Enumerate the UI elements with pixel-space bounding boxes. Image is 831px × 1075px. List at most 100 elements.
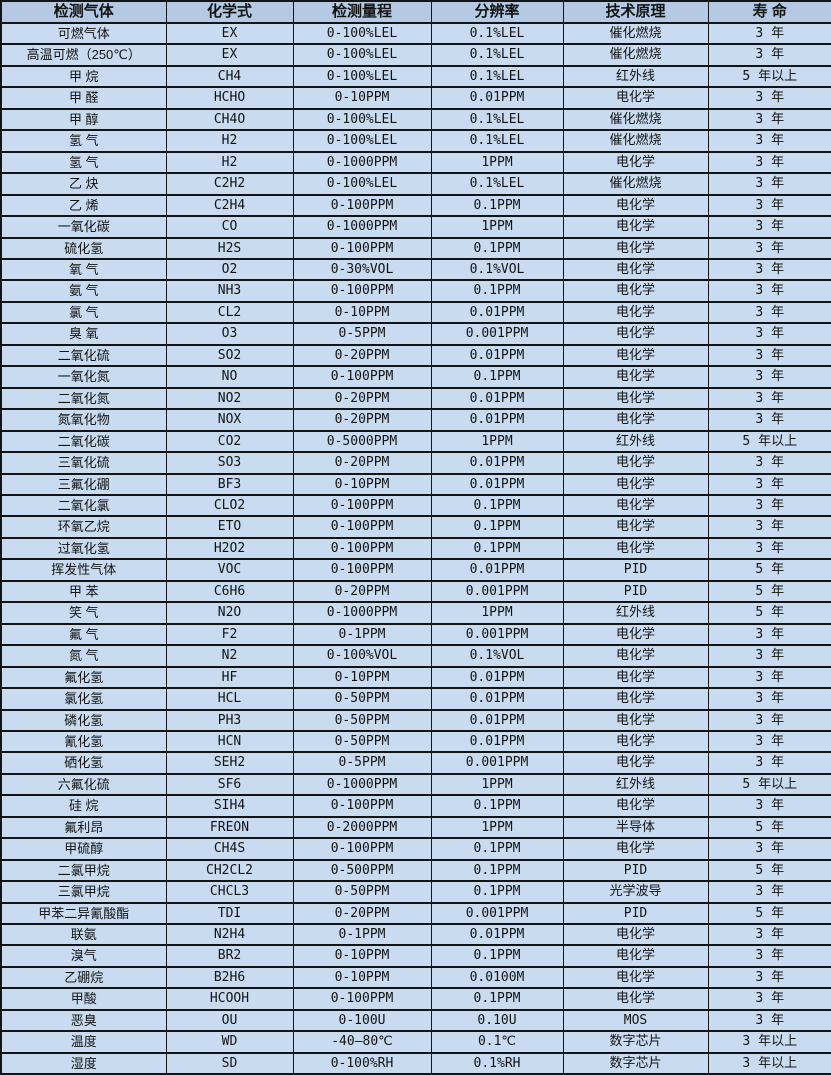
cell-resolution: 0.1%VOL [430,644,564,668]
cell-formula: N2H4 [165,923,294,947]
table-row: 氮氧化物 NOX 0-20PPM 0.01PPM 电化学 3 年 [0,408,831,432]
table-row: 氟 气 F2 0-1PPM 0.001PPM 电化学 3 年 [0,622,831,647]
cell-principle: 催化燃烧 [562,129,709,153]
cell-principle: 数字芯片 [562,1051,709,1075]
table-row: 氨 气 NH3 0-100PPM 0.1PPM 电化学 3 年 [0,279,831,303]
cell-range: 0-10PPM [292,665,432,690]
table-row: 三氟化硼 BF3 0-10PPM 0.01PPM 电化学 3 年 [0,472,831,496]
cell-gas: 二氧化氯 [0,493,167,518]
cell-formula: SEH2 [165,751,294,775]
table-row: 高温可燃（250℃） EX 0-100%LEL 0.1%LEL 催化燃烧 3 年 [0,43,831,67]
cell-resolution: 0.001PPM [430,901,564,926]
cell-gas: 氮氧化物 [0,408,167,432]
table-row: 二氧化氯 CLO2 0-100PPM 0.1PPM 电化学 3 年 [0,493,831,518]
cell-range: 0-30%VOL [292,257,432,282]
cell-range: 0-50PPM [292,708,432,732]
cell-lifespan: 3 年 [707,236,831,261]
cell-range: 0-20PPM [292,901,432,926]
cell-principle: 红外线 [562,64,709,89]
cell-resolution: 0.1%LEL [430,21,564,46]
table-row: 二氧化氮 NO2 0-20PPM 0.01PPM 电化学 3 年 [0,386,831,411]
cell-resolution: 0.0100M [430,965,564,990]
cell-resolution: 0.001PPM [430,622,564,647]
table-row: 氢 气 H2 0-100%LEL 0.1%LEL 催化燃烧 3 年 [0,129,831,153]
cell-resolution: 0.1%LEL [430,43,564,67]
cell-principle: 电化学 [562,408,709,432]
cell-gas: 氟化氢 [0,665,167,690]
cell-lifespan: 3 年 [707,880,831,904]
table-row: 氯化氢 HCL 0-50PPM 0.01PPM 电化学 3 年 [0,687,831,711]
cell-gas: 磷化氢 [0,708,167,732]
cell-principle: MOS [562,1008,709,1033]
cell-resolution: 0.1%LEL [430,64,564,89]
cell-gas: 甲硫醇 [0,837,167,861]
cell-lifespan: 3 年 [707,665,831,690]
cell-lifespan: 3 年 [707,729,831,754]
cell-gas: 过氧化氢 [0,536,167,561]
cell-principle: 电化学 [562,515,709,539]
cell-resolution: 0.01PPM [430,558,564,582]
cell-lifespan: 3 年 [707,343,831,368]
cell-gas: 六氟化硫 [0,772,167,797]
cell-lifespan: 3 年 [707,107,831,132]
table-row: 氟利昂 FREON 0-2000PPM 1PPM 半导体 5 年 [0,815,831,840]
table-row: 三氯甲烷 CHCL3 0-50PPM 0.1PPM 光学波导 3 年 [0,880,831,904]
column-header-range: 检测量程 [292,0,432,24]
cell-formula: HCN [165,729,294,754]
cell-range: 0-100%LEL [292,64,432,89]
cell-range: 0-50PPM [292,687,432,711]
cell-formula: C2H2 [165,172,294,196]
cell-gas: 三氟化硼 [0,472,167,496]
column-header-formula: 化学式 [165,0,294,24]
cell-principle: 电化学 [562,622,709,647]
cell-lifespan: 3 年 [707,708,831,732]
cell-lifespan: 3 年 [707,515,831,539]
cell-gas: 乙 炔 [0,172,167,196]
cell-formula: F2 [165,622,294,647]
table-row: 一氧化碳 CO 0-1000PPM 1PPM 电化学 3 年 [0,215,831,239]
cell-formula: OU [165,1008,294,1033]
cell-resolution: 1PPM [430,772,564,797]
table-row: 氮 气 N2 0-100%VOL 0.1%VOL 电化学 3 年 [0,644,831,668]
cell-gas: 氨 气 [0,279,167,303]
cell-gas: 氮 气 [0,644,167,668]
cell-formula: SIH4 [165,794,294,818]
cell-resolution: 0.01PPM [430,472,564,496]
cell-lifespan: 3 年 [707,687,831,711]
cell-formula: H2 [165,129,294,153]
cell-gas: 氢 气 [0,150,167,175]
cell-range: 0-100PPM [292,365,432,389]
cell-lifespan: 3 年 [707,129,831,153]
cell-resolution: 0.1%VOL [430,257,564,282]
cell-lifespan: 3 年 [707,279,831,303]
cell-principle: 催化燃烧 [562,21,709,46]
cell-lifespan: 3 年 [707,944,831,968]
cell-principle: 数字芯片 [562,1030,709,1054]
cell-lifespan: 3 年 [707,408,831,432]
cell-principle: 电化学 [562,644,709,668]
cell-resolution: 0.1%LEL [430,172,564,196]
cell-range: 0-1000PPM [292,150,432,175]
cell-principle: 电化学 [562,987,709,1011]
cell-resolution: 0.1PPM [430,279,564,303]
cell-formula: CO [165,215,294,239]
cell-principle: 电化学 [562,472,709,496]
cell-lifespan: 3 年 [707,622,831,647]
cell-principle: 催化燃烧 [562,107,709,132]
cell-resolution: 0.1%LEL [430,129,564,153]
cell-formula: SO3 [165,451,294,475]
table-row: 硅 烷 SIH4 0-100PPM 0.1PPM 电化学 3 年 [0,794,831,818]
cell-lifespan: 3 年 [707,86,831,110]
table-row: 甲 烷 CH4 0-100%LEL 0.1%LEL 红外线 5 年以上 [0,64,831,89]
cell-range: 0-1000PPM [292,601,432,625]
cell-gas: 笑 气 [0,601,167,625]
cell-formula: EX [165,43,294,67]
cell-principle: 电化学 [562,279,709,303]
cell-principle: 电化学 [562,236,709,261]
cell-range: 0-100PPM [292,515,432,539]
cell-resolution: 0.01PPM [430,665,564,690]
cell-range: 0-5PPM [292,751,432,775]
cell-range: 0-100PPM [292,794,432,818]
cell-principle: 电化学 [562,193,709,218]
table-header: 检测气体 化学式 检测量程 分辨率 技术原理寿 命 [0,0,831,24]
